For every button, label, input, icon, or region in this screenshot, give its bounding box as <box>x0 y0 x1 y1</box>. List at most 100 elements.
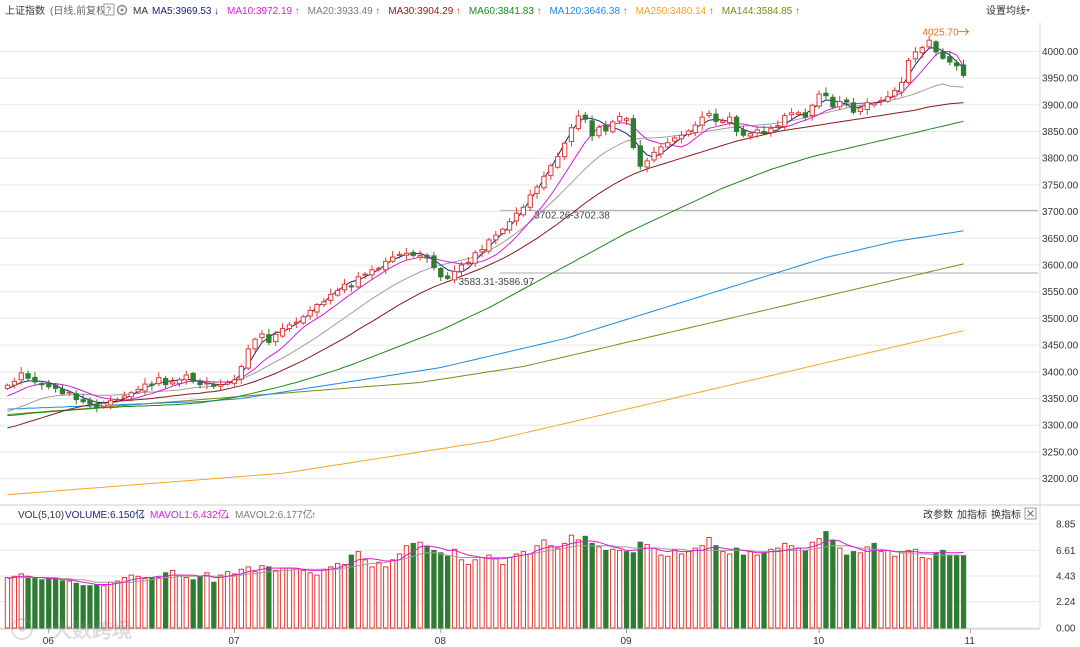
volume-bar <box>66 580 72 629</box>
candle <box>795 110 802 117</box>
ma-trend-arrow: ↑ <box>456 6 461 17</box>
volume-bar <box>857 552 864 629</box>
candle <box>486 237 492 254</box>
add-indicator-button[interactable]: 加指标 <box>957 508 987 521</box>
volume-bar <box>362 559 368 629</box>
volume-bar <box>954 554 960 629</box>
volume-bar <box>878 551 884 629</box>
volume-bar <box>224 571 231 629</box>
candle <box>727 112 733 126</box>
candle <box>341 278 348 294</box>
candle <box>211 381 217 389</box>
volume-bar <box>355 551 361 629</box>
candle <box>761 125 767 136</box>
volume-bar <box>431 549 437 629</box>
close-icon[interactable] <box>1024 507 1037 520</box>
candle <box>472 250 478 267</box>
candle <box>672 135 678 145</box>
switch-indicator-button[interactable]: 换指标 <box>991 508 1021 521</box>
volume-bar <box>575 539 582 629</box>
price-tick-label: 3650.00 <box>1042 234 1079 245</box>
ma30-line <box>7 102 964 429</box>
candle <box>905 57 912 85</box>
volume-bar <box>293 568 300 629</box>
candle <box>513 207 520 226</box>
volume-bar <box>562 542 568 629</box>
gear-icon[interactable] <box>116 4 128 16</box>
candle <box>802 108 809 121</box>
volume-bar <box>32 578 38 629</box>
candle <box>630 114 637 150</box>
candle <box>534 184 540 199</box>
volume-bar <box>795 547 802 629</box>
candle <box>142 378 148 395</box>
volume-bar <box>761 552 767 629</box>
volume-bar <box>472 559 478 629</box>
candle <box>954 59 960 71</box>
volume-bar <box>266 566 272 629</box>
volume-bar <box>438 552 444 629</box>
volume-bar <box>727 553 733 629</box>
candle <box>438 266 444 282</box>
candle <box>960 59 967 78</box>
volume-bar <box>926 558 932 629</box>
volume-bar <box>665 555 671 629</box>
candle <box>603 120 609 136</box>
volume-bar <box>348 554 355 629</box>
change-params-button[interactable]: 改参数 <box>923 508 953 521</box>
volume-bar <box>286 567 293 629</box>
candle <box>94 399 100 413</box>
candle <box>451 265 458 284</box>
ma-legend-item: MA120:3646.38 <box>549 6 620 17</box>
candle <box>919 45 925 59</box>
vol-value: VOLUME:6.150亿 <box>65 508 145 521</box>
ma250-line <box>7 330 964 496</box>
volume-bar <box>919 557 925 629</box>
volume-bar <box>149 577 155 629</box>
volume-bar <box>844 554 850 629</box>
candle <box>568 124 575 147</box>
ma-legend-item: MA5:3969.53 <box>152 6 212 17</box>
high-label: 4025.70 <box>922 28 959 39</box>
volume-bar <box>720 551 726 629</box>
candle <box>66 390 72 397</box>
volume-bar <box>259 565 265 629</box>
ma-legend-item: MA10:3972.19 <box>227 6 292 17</box>
volume-bar <box>733 547 740 629</box>
candle <box>500 227 506 236</box>
candle <box>747 132 754 140</box>
volume-bar <box>211 581 217 629</box>
volume-bar <box>850 551 857 629</box>
volume-bar <box>376 561 382 629</box>
candle <box>218 379 224 391</box>
volume-bar <box>747 551 754 629</box>
help-icon[interactable]: ? <box>103 3 115 16</box>
candle <box>754 126 760 139</box>
chevron-down-icon[interactable] <box>1026 9 1030 12</box>
candle <box>300 314 306 326</box>
candle <box>575 110 582 131</box>
volume-bars <box>4 531 967 629</box>
ma144-line <box>7 263 964 415</box>
volume-bar <box>73 582 79 629</box>
watermark-text: 大数跨境 <box>52 618 132 642</box>
candle <box>850 98 857 115</box>
ma-legend-item: MA250:3480.14 <box>636 6 707 17</box>
candle <box>548 163 554 180</box>
price-tick-label: 3300.00 <box>1042 421 1079 432</box>
volume-bar <box>568 534 575 629</box>
volume-bar <box>451 548 458 629</box>
settings-ma-button[interactable]: 设置均线 <box>986 4 1026 17</box>
candle <box>947 50 953 66</box>
svg-text:?: ? <box>106 5 111 15</box>
candle <box>596 124 602 139</box>
volume-bar <box>396 553 403 629</box>
volume-bar <box>699 545 705 629</box>
price-tick-label: 3950.00 <box>1042 74 1079 85</box>
candle <box>369 265 375 281</box>
candle <box>520 204 527 217</box>
volume-bar <box>692 547 698 629</box>
volume-bar <box>11 575 17 629</box>
candle <box>108 395 114 410</box>
